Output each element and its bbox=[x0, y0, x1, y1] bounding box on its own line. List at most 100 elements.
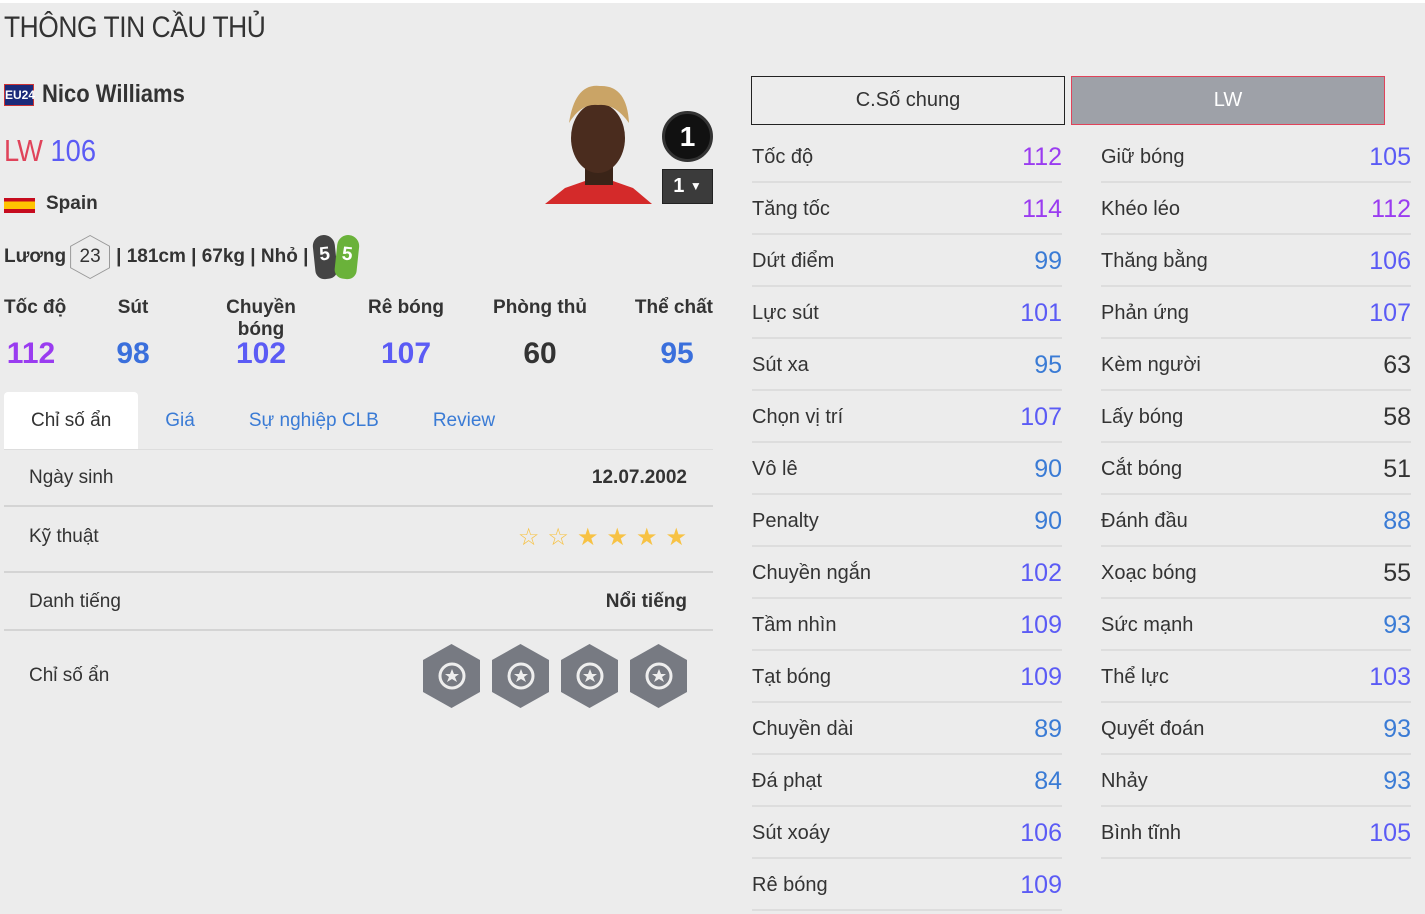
stat-value: 93 bbox=[1383, 610, 1411, 639]
stat-label: Phản ứng bbox=[1101, 301, 1189, 324]
player-name: Nico Williams bbox=[42, 80, 185, 108]
stat-value: 99 bbox=[1034, 246, 1062, 275]
stat-row: Penalty 90 bbox=[752, 495, 1062, 547]
stat-label: Penalty bbox=[752, 509, 819, 532]
traits-row: Chỉ số ẩn bbox=[4, 643, 713, 709]
star-empty-icon: ☆ bbox=[517, 523, 540, 551]
stat-value: 93 bbox=[1383, 766, 1411, 795]
stat-label: Quyết đoán bbox=[1101, 717, 1205, 740]
summary-label: Sút bbox=[117, 297, 149, 318]
speed-dribbler-icon[interactable] bbox=[492, 644, 549, 708]
summary-value: 60 bbox=[523, 337, 557, 370]
stat-label: Sút xoáy bbox=[752, 821, 830, 844]
stat-row: Lấy bóng 58 bbox=[1101, 391, 1411, 443]
stat-value: 88 bbox=[1383, 506, 1411, 535]
star-filled-icon: ★ bbox=[576, 523, 599, 551]
spain-flag-icon bbox=[4, 198, 35, 213]
position-stats-button[interactable]: LW bbox=[1071, 76, 1385, 125]
stat-label: Khéo léo bbox=[1101, 197, 1180, 220]
detail-tabs: Chỉ số ẩn Giá Sự nghiệp CLB Review bbox=[4, 392, 713, 450]
salary-hex: 23 bbox=[70, 235, 111, 279]
season-badge: EU24 bbox=[4, 84, 35, 106]
stat-value: 105 bbox=[1369, 142, 1411, 171]
birth-label: Ngày sinh bbox=[29, 467, 114, 488]
stat-value: 101 bbox=[1020, 298, 1062, 327]
star-empty-icon: ☆ bbox=[547, 523, 569, 551]
stat-label: Chọn vị trí bbox=[752, 405, 844, 428]
stat-row: Chuyền ngắn 102 bbox=[752, 547, 1062, 599]
stat-label: Tăng tốc bbox=[752, 197, 830, 220]
traits-label: Chỉ số ẩn bbox=[29, 665, 110, 686]
stat-value: 105 bbox=[1369, 818, 1411, 847]
stat-label: Vô lê bbox=[752, 457, 798, 480]
stat-value: 102 bbox=[1020, 558, 1062, 587]
stat-value: 107 bbox=[1020, 402, 1062, 431]
flair-icon[interactable] bbox=[423, 644, 480, 708]
stat-value: 90 bbox=[1034, 454, 1062, 483]
stat-row: Tầm nhìn 109 bbox=[752, 599, 1062, 651]
technical-dribbler-icon[interactable] bbox=[630, 644, 687, 708]
skill-stars: ☆ ☆ ★ ★ ★ ★ bbox=[518, 523, 687, 552]
stat-row: Sút xa 95 bbox=[752, 339, 1062, 391]
stat-value: 112 bbox=[1371, 194, 1411, 223]
player-info: Lương 23 | 181cm | 67kg | Nhỏ | 5 5 bbox=[4, 233, 361, 281]
star-filled-icon: ★ bbox=[665, 523, 687, 551]
stat-value: 109 bbox=[1020, 870, 1062, 899]
fame-row: Danh tiếng Nổi tiếng bbox=[4, 582, 713, 622]
skill-label: Kỹ thuật bbox=[29, 526, 99, 547]
stat-row: Dứt điểm 99 bbox=[752, 235, 1062, 287]
tab-price[interactable]: Giá bbox=[165, 410, 195, 431]
stat-row: Tăng tốc 114 bbox=[752, 183, 1062, 235]
upgrade-level-dropdown[interactable]: 1 ▼ bbox=[662, 169, 713, 204]
stat-label: Lực sút bbox=[752, 301, 819, 324]
tab-hidden-stats[interactable]: Chỉ số ẩn bbox=[4, 392, 139, 449]
stat-value: 107 bbox=[1369, 298, 1411, 327]
salary: 23 bbox=[71, 236, 110, 278]
fame-label: Danh tiếng bbox=[29, 591, 121, 612]
stat-label: Cắt bóng bbox=[1101, 457, 1183, 480]
tab-club-career[interactable]: Sự nghiệp CLB bbox=[248, 410, 379, 431]
stat-row: Sức mạnh 93 bbox=[1101, 599, 1411, 651]
stat-value: 109 bbox=[1020, 610, 1062, 639]
stat-label: Lấy bóng bbox=[1101, 405, 1184, 428]
stat-value: 51 bbox=[1383, 454, 1411, 483]
stat-row: Quyết đoán 93 bbox=[1101, 703, 1411, 755]
summary-label: Phòng thủ bbox=[493, 297, 587, 318]
summary-label: Chuyền bóng bbox=[226, 297, 296, 340]
enhance-level-badge: 1 bbox=[662, 111, 713, 162]
summary-value: 102 bbox=[235, 337, 287, 370]
stat-row: Chuyền dài 89 bbox=[752, 703, 1062, 755]
stat-row: Phản ứng 107 bbox=[1101, 287, 1411, 339]
stat-row: Chọn vị trí 107 bbox=[752, 391, 1062, 443]
caret-down-icon: ▼ bbox=[689, 179, 702, 193]
stat-value: 103 bbox=[1369, 662, 1411, 691]
stat-value: 93 bbox=[1383, 714, 1411, 743]
stat-row: Kèm người 63 bbox=[1101, 339, 1411, 391]
skill-row: Kỹ thuật ☆ ☆ ★ ★ ★ ★ bbox=[4, 517, 713, 557]
player-photo bbox=[545, 83, 652, 204]
summary-value: 95 bbox=[660, 337, 694, 370]
ovr: 106 bbox=[50, 133, 97, 168]
stat-label: Sút xa bbox=[752, 353, 809, 376]
stat-row: Lực sút 101 bbox=[752, 287, 1062, 339]
stat-value: 106 bbox=[1020, 818, 1062, 847]
stat-row: Xoạc bóng 55 bbox=[1101, 547, 1411, 599]
divider bbox=[4, 505, 713, 507]
stats-right-column: Giữ bóng 105 Khéo léo 112 Thăng bằng 106 Phản … bbox=[1101, 131, 1411, 859]
stat-row: Nhảy 93 bbox=[1101, 755, 1411, 807]
summary-value: 112 bbox=[6, 337, 56, 370]
stat-row: Thể lực 103 bbox=[1101, 651, 1411, 703]
birth-row: Ngày sinh 12.07.2002 bbox=[4, 458, 713, 498]
stat-label: Tốc độ bbox=[752, 145, 814, 168]
summary-label: Tốc độ bbox=[4, 297, 67, 318]
stat-row: Rê bóng 109 bbox=[752, 859, 1062, 911]
stat-row: Vô lê 90 bbox=[752, 443, 1062, 495]
stat-row: Tốc độ 112 bbox=[752, 131, 1062, 183]
finesse-shot-icon[interactable] bbox=[561, 644, 618, 708]
position-ovr: LW 106 bbox=[4, 133, 96, 169]
stat-row: Cắt bóng 51 bbox=[1101, 443, 1411, 495]
general-stats-button[interactable]: C.Số chung bbox=[751, 76, 1065, 125]
stat-row: Sút xoáy 106 bbox=[752, 807, 1062, 859]
tab-review[interactable]: Review bbox=[432, 410, 496, 431]
stat-label: Chuyền dài bbox=[752, 717, 854, 740]
